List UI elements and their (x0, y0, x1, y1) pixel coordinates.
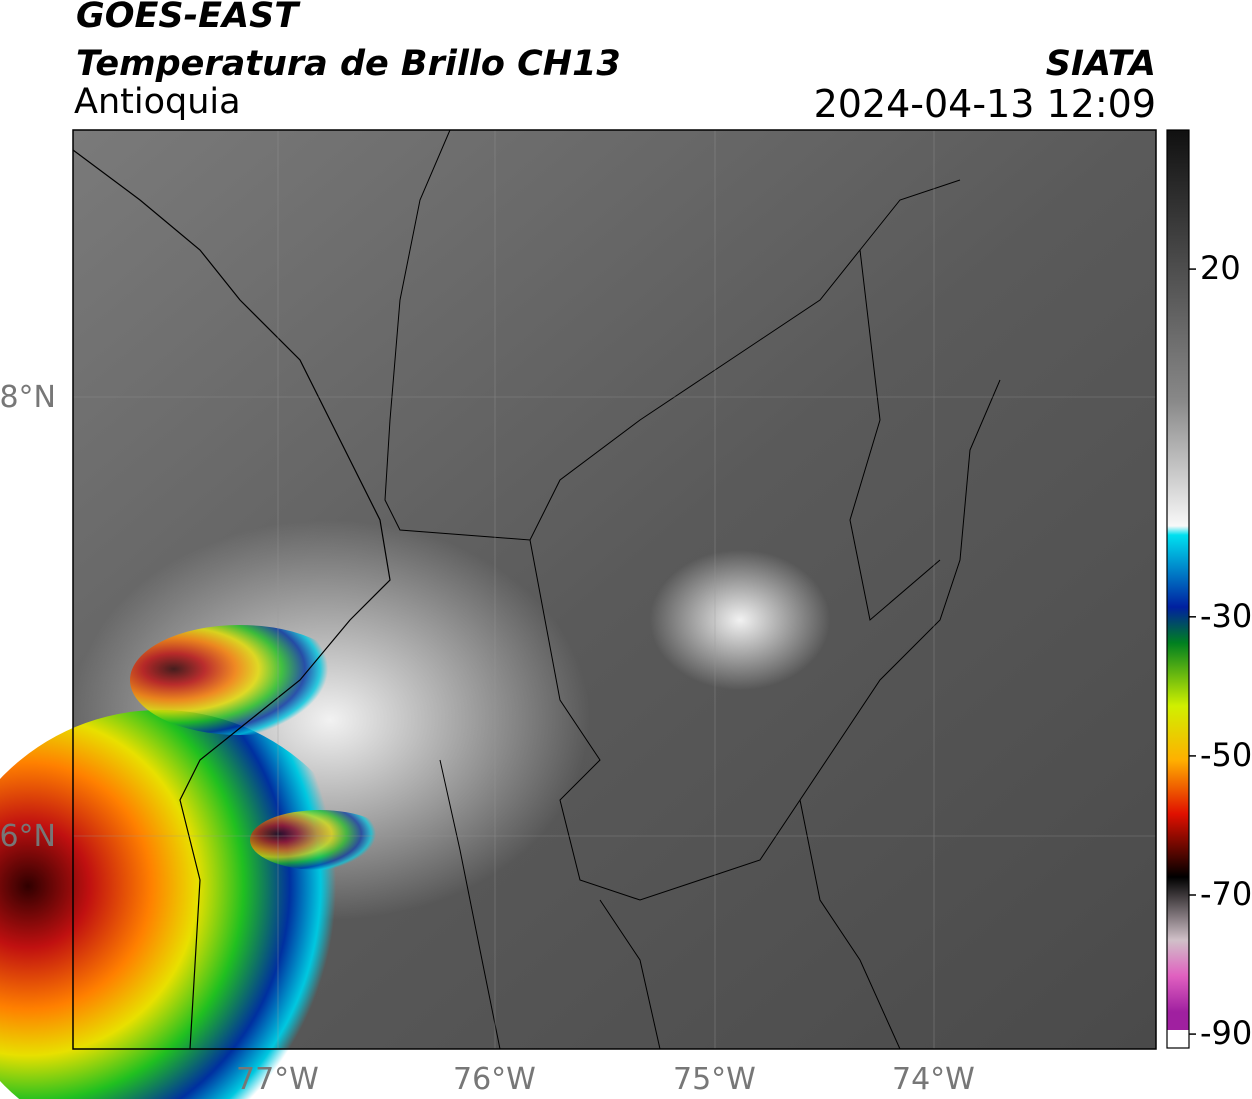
colorbar-tick-label: -50 (1200, 735, 1252, 774)
colorbar-tick-label: 20 (1200, 249, 1241, 288)
convective-cloud (250, 810, 390, 870)
lat-label: 6°N (0, 819, 56, 854)
lon-label: 75°W (673, 1062, 756, 1097)
convective-cloud (0, 710, 380, 1099)
colorbar-tick-label: -70 (1200, 875, 1252, 913)
colorbar-tick-label: -90 (1200, 1014, 1252, 1053)
source: SIATA (1045, 44, 1156, 84)
lon-label: 76°W (453, 1062, 536, 1097)
subtitle: Antioquia (74, 82, 241, 122)
convective-cloud (130, 625, 350, 735)
colorbar-ticks (1189, 268, 1196, 1035)
map-frame (72, 129, 1157, 1050)
boundaries (384, 129, 1001, 1050)
colorbar-frame (1166, 129, 1190, 1049)
title: Temperatura de Brillo CH13 (76, 44, 621, 84)
colorbar-under (1167, 1030, 1189, 1048)
coastline (72, 149, 391, 1050)
cloud (650, 550, 830, 690)
lon-label: 74°W (892, 1062, 975, 1097)
datetime: 2024-04-13 12:09 (813, 82, 1156, 126)
colorbar-tick-label: -30 (1200, 596, 1252, 635)
title: GOES-EAST (76, 0, 299, 36)
graticule (73, 130, 1156, 1049)
colorbar (1167, 130, 1189, 1030)
lon-label: 77°W (236, 1062, 319, 1097)
lat-label: 8°N (0, 380, 56, 415)
